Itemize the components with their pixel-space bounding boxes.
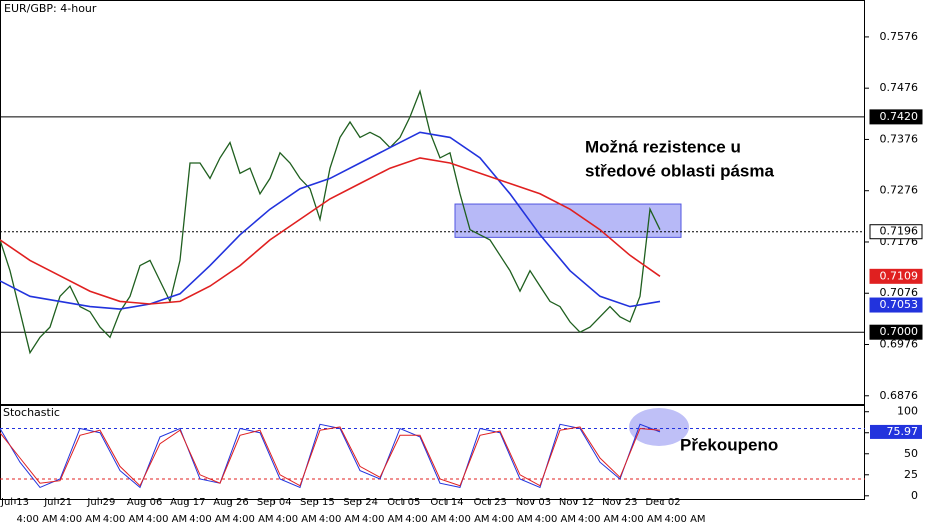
moving-average bbox=[0, 157, 661, 305]
y-tick-label: 0.7076 bbox=[880, 286, 919, 299]
level-label: 0.7196 bbox=[880, 225, 919, 238]
x-tick-label: Aug 26 bbox=[213, 497, 248, 508]
level-box bbox=[869, 297, 923, 313]
stoch-box bbox=[870, 424, 922, 439]
level-box bbox=[869, 109, 923, 125]
price-line bbox=[0, 89, 661, 355]
x-time-label: 4:00 AM bbox=[319, 514, 360, 525]
annotation: středové oblasti pásma bbox=[585, 161, 775, 180]
y-tick-label: 0.6976 bbox=[880, 338, 919, 351]
x-time-label: 4:00 AM bbox=[232, 514, 273, 525]
x-tick-label: Aug 17 bbox=[170, 497, 205, 508]
x-time-label: 4:00 AM bbox=[276, 514, 317, 525]
x-tick-label: Sep 04 bbox=[257, 497, 292, 508]
moving-average bbox=[0, 131, 661, 310]
stoch-line bbox=[0, 423, 661, 489]
y-tick-label: 0.7276 bbox=[880, 184, 919, 197]
level-box bbox=[869, 224, 923, 240]
stoch-line bbox=[0, 426, 661, 487]
x-time-label: 4:00 AM bbox=[448, 514, 489, 525]
level-label: 0.7000 bbox=[880, 325, 919, 338]
y-tick-label: 0.7376 bbox=[880, 132, 919, 145]
annotation: Možná rezistence u bbox=[585, 137, 741, 156]
y-tick-label: 100 bbox=[897, 405, 918, 418]
y-tick-label: 50 bbox=[904, 447, 918, 460]
level-box bbox=[869, 324, 923, 340]
level-box bbox=[869, 268, 923, 284]
x-time-label: 4:00 AM bbox=[60, 514, 101, 525]
x-tick-label: Jul 29 bbox=[86, 497, 115, 508]
stoch-title: Stochastic bbox=[3, 406, 60, 419]
x-tick-label: Aug 06 bbox=[127, 497, 162, 508]
y-tick-label: 0 bbox=[911, 489, 918, 502]
x-tick-label: Dec 02 bbox=[645, 497, 680, 508]
annotation: Překoupeno bbox=[680, 435, 778, 454]
x-time-label: 4:00 AM bbox=[578, 514, 619, 525]
y-tick-label: 25 bbox=[904, 468, 918, 481]
x-tick-label: Sep 15 bbox=[300, 497, 335, 508]
y-tick-label: 0.6876 bbox=[880, 389, 919, 402]
x-tick-label: Nov 12 bbox=[559, 497, 594, 508]
title-bg bbox=[1, 1, 95, 17]
stoch-title-bg bbox=[1, 406, 57, 420]
x-tick-label: Nov 23 bbox=[602, 497, 637, 508]
level-label: 0.7420 bbox=[880, 110, 919, 123]
x-time-label: 4:00 AM bbox=[492, 514, 533, 525]
level-label: 0.7109 bbox=[880, 269, 919, 282]
x-time-label: 4:00 AM bbox=[189, 514, 230, 525]
x-tick-label: Oct 14 bbox=[430, 497, 463, 508]
x-time-label: 4:00 AM bbox=[621, 514, 662, 525]
highlight-circle bbox=[629, 408, 689, 446]
x-tick-label: Sep 24 bbox=[343, 497, 378, 508]
x-tick-label: Jul 21 bbox=[43, 497, 72, 508]
x-tick-label: Oct 23 bbox=[474, 497, 507, 508]
x-time-label: 4:00 AM bbox=[405, 514, 446, 525]
stoch-current: 75.97 bbox=[887, 425, 919, 438]
x-time-label: 4:00 AM bbox=[103, 514, 144, 525]
x-time-label: 4:00 AM bbox=[535, 514, 576, 525]
x-tick-label: Oct 05 bbox=[387, 497, 420, 508]
x-time-label: 4:00 AM bbox=[16, 514, 57, 525]
chart-title: EUR/GBP: 4-hour bbox=[4, 2, 97, 15]
x-tick-label: Nov 03 bbox=[516, 497, 551, 508]
x-tick-label: Jul 13 bbox=[0, 497, 29, 508]
y-tick-label: 0.7476 bbox=[880, 81, 919, 94]
x-time-label: 4:00 AM bbox=[146, 514, 187, 525]
stoch-frame bbox=[0, 405, 865, 500]
price-frame bbox=[0, 0, 865, 405]
x-time-label: 4:00 AM bbox=[664, 514, 705, 525]
x-time-label: 4:00 AM bbox=[362, 514, 403, 525]
level-label: 0.7053 bbox=[880, 298, 919, 311]
y-tick-label: 0.7576 bbox=[880, 30, 919, 43]
